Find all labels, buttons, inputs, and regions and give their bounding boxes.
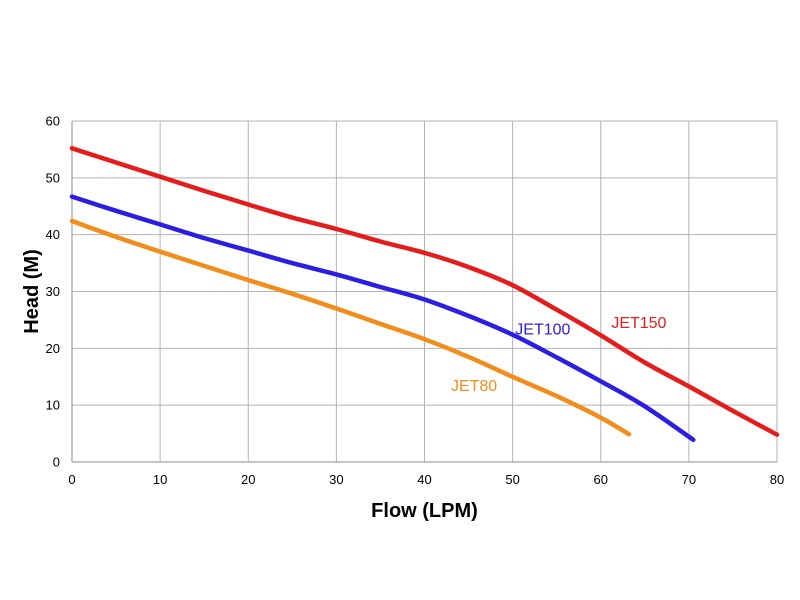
x-tick-label: 60 (594, 472, 608, 487)
y-tick-label: 60 (46, 114, 60, 129)
series-line-jet150 (69, 146, 780, 437)
series-line-jet80 (69, 218, 632, 437)
grid (71, 120, 778, 463)
x-tick-label: 20 (241, 472, 255, 487)
series-label-jet80: JET80 (451, 378, 497, 395)
series-line-jet100 (69, 194, 696, 443)
y-axis-title: Head (M) (21, 249, 43, 333)
x-tick-label: 40 (417, 472, 431, 487)
y-tick-label: 10 (46, 398, 60, 413)
series-lines (69, 146, 780, 443)
series-label-jet150: JET150 (611, 315, 666, 332)
y-tick-label: 20 (46, 341, 60, 356)
x-tick-label: 10 (153, 472, 167, 487)
x-tick-label: 0 (68, 472, 75, 487)
tick-labels: 0 10 20 30 40 50 60 70 80 0 10 20 30 40 50 60 (46, 114, 785, 488)
x-tick-label: 70 (682, 472, 696, 487)
y-tick-label: 50 (46, 170, 60, 185)
x-tick-label: 80 (770, 472, 784, 487)
series-labels: JET150 JET100 JET80 (451, 315, 667, 395)
x-tick-label: 50 (505, 472, 519, 487)
x-axis-title: Flow (LPM) (371, 500, 478, 522)
y-tick-label: 30 (46, 284, 60, 299)
series-label-jet100: JET100 (515, 322, 570, 339)
y-tick-label: 0 (53, 455, 60, 470)
x-tick-label: 30 (329, 472, 343, 487)
y-tick-label: 40 (46, 227, 60, 242)
